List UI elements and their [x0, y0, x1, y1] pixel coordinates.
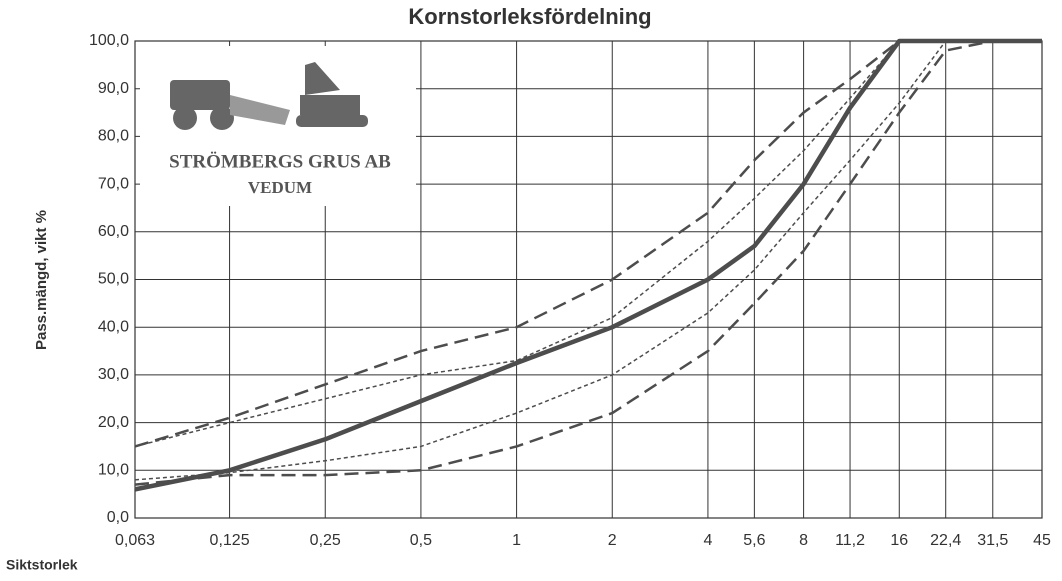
- y-tick-label: 30,0: [98, 366, 129, 383]
- x-tick-label: 5,6: [743, 532, 765, 549]
- x-tick-label: 1: [512, 532, 521, 549]
- x-tick-label: 0,25: [310, 532, 341, 549]
- chart: Kornstorleksfördelning Pass.mängd, vikt …: [0, 0, 1062, 576]
- logo: STRÖMBERGS GRUS AB VEDUM: [140, 46, 416, 206]
- x-tick-label: 16: [890, 532, 908, 549]
- y-tick-label: 0,0: [107, 509, 129, 526]
- x-axis-label: Siktstorlek: [6, 557, 78, 573]
- logo-line: VEDUM: [248, 178, 312, 197]
- x-tick-label: 31,5: [977, 532, 1008, 549]
- y-axis-label: Pass.mängd, vikt %: [33, 210, 50, 350]
- chart-title: Kornstorleksfördelning: [408, 4, 651, 29]
- page: Kornstorleksfördelning Pass.mängd, vikt …: [0, 0, 1062, 581]
- y-tick-label: 20,0: [98, 414, 129, 431]
- x-tick-label: 0,063: [115, 532, 155, 549]
- y-tick-label: 90,0: [98, 80, 129, 97]
- x-tick-label: 0,125: [210, 532, 250, 549]
- y-tick-label: 50,0: [98, 271, 129, 288]
- x-tick-label: 8: [799, 532, 808, 549]
- x-tick-label: 4: [703, 532, 712, 549]
- y-tick-label: 10,0: [98, 462, 129, 479]
- x-tick-label: 45: [1033, 532, 1051, 549]
- y-tick-label: 80,0: [98, 128, 129, 145]
- x-tick-label: 11,2: [835, 532, 865, 549]
- y-tick-label: 40,0: [98, 318, 129, 335]
- y-tick-label: 70,0: [98, 175, 129, 192]
- x-tick-label: 0,5: [410, 532, 432, 549]
- y-tick-label: 100,0: [89, 32, 129, 49]
- y-tick-label: 60,0: [98, 223, 129, 240]
- logo-line: STRÖMBERGS GRUS AB: [169, 151, 391, 172]
- x-tick-label: 2: [608, 532, 617, 549]
- x-tick-label: 22,4: [930, 532, 961, 549]
